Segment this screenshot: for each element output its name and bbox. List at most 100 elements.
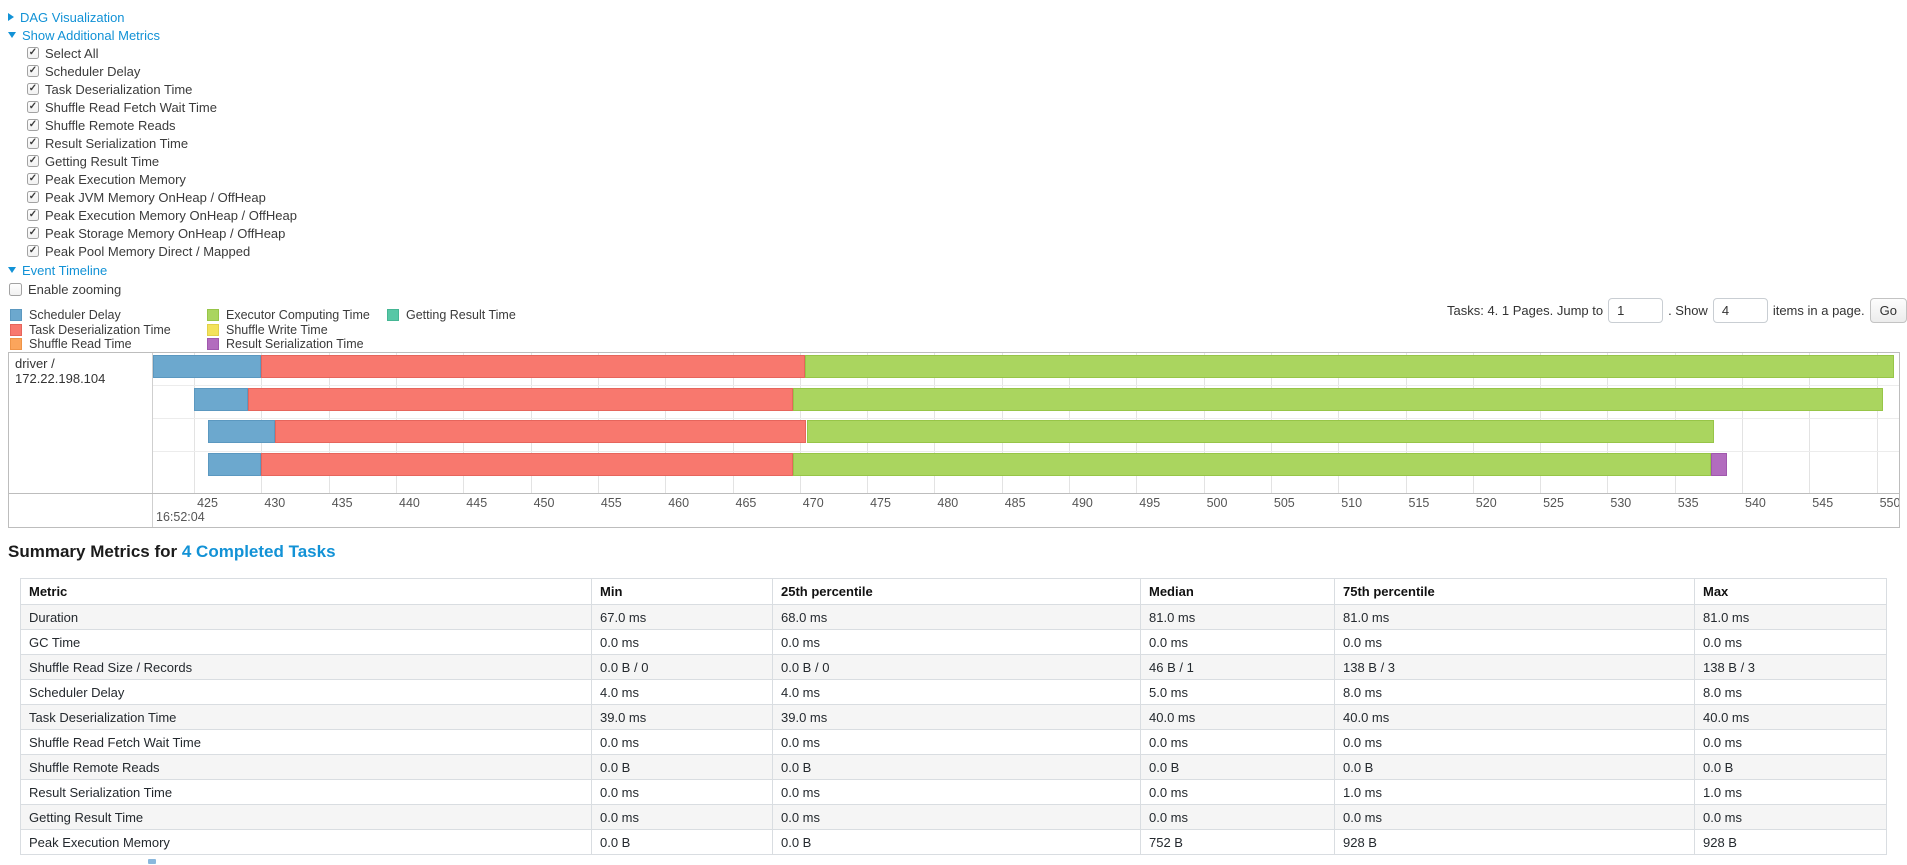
scheduler-delay-swatch-icon xyxy=(10,309,22,322)
metric-value-cell: 0.0 B xyxy=(591,829,773,855)
metric-checkbox[interactable] xyxy=(27,83,39,95)
timeline-tick-label: 475 xyxy=(870,496,891,510)
column-header: Metric xyxy=(20,578,592,605)
metric-checkbox-row: Scheduler Delay xyxy=(27,62,140,80)
column-header: Max xyxy=(1694,578,1887,605)
metric-checkbox-label: Getting Result Time xyxy=(45,153,160,169)
timeline-tick-label: 425 xyxy=(197,496,218,510)
expanded-arrow-icon xyxy=(8,267,16,273)
timeline-row-separator xyxy=(153,418,1899,419)
metric-checkbox[interactable] xyxy=(27,101,39,113)
table-row: Shuffle Remote Reads 0.0 B 0.0 B 0.0 B 0.0 B… xyxy=(20,754,1887,780)
summary-metrics-table: Metric Min 25th percentile Median 75th perce… xyxy=(20,578,1887,855)
metric-checkbox-row: Shuffle Read Fetch Wait Time xyxy=(27,98,217,116)
clipped-element-sliver xyxy=(148,859,156,864)
jump-to-page-input[interactable] xyxy=(1608,298,1664,323)
expanded-arrow-icon xyxy=(8,32,16,38)
metric-checkbox[interactable] xyxy=(27,65,39,77)
enable-zooming-checkbox[interactable] xyxy=(9,282,22,296)
collapsed-arrow-icon xyxy=(8,13,14,21)
legend-item: Task Deserialization Time xyxy=(10,323,171,338)
metric-value-cell: 0.0 ms xyxy=(1140,629,1335,655)
metric-value-cell: 0.0 ms xyxy=(1140,804,1335,830)
metric-value-cell: 4.0 ms xyxy=(772,679,1141,705)
table-row: Shuffle Read Fetch Wait Time 0.0 ms 0.0 ms… xyxy=(20,729,1887,755)
metric-name-cell: Scheduler Delay xyxy=(20,679,592,705)
table-row: Task Deserialization Time 39.0 ms 39.0 ms 4… xyxy=(20,704,1887,730)
metric-checkbox[interactable] xyxy=(27,191,39,203)
metric-checkbox[interactable] xyxy=(27,173,39,185)
metric-name-cell: Shuffle Read Size / Records xyxy=(20,654,592,680)
metric-checkbox-row: Getting Result Time xyxy=(27,152,159,170)
legend-label: Result Serialization Time xyxy=(226,337,364,352)
metric-value-cell: 40.0 ms xyxy=(1334,704,1695,730)
timeline-gridline xyxy=(1809,353,1811,493)
metric-value-cell: 0.0 ms xyxy=(1334,804,1695,830)
show-additional-metrics-toggle[interactable]: Show Additional Metrics xyxy=(8,26,160,44)
pagination-mid-text: . Show xyxy=(1668,303,1708,318)
task-deserialization-swatch-icon xyxy=(10,323,22,336)
legend-column: Getting Result Time xyxy=(387,308,516,323)
timeline-major-time-label: 16:52:04 xyxy=(156,510,205,524)
legend-item: Getting Result Time xyxy=(387,308,516,323)
metric-value-cell: 0.0 B xyxy=(772,829,1141,855)
task-bar-segment-executor-computing xyxy=(793,387,1884,411)
metric-checkbox-row: Peak JVM Memory OnHeap / OffHeap xyxy=(27,188,266,206)
task-bar-segment-executor-computing xyxy=(806,420,1714,444)
task-bar-segment-scheduler-delay xyxy=(194,387,248,411)
metric-name-cell: Peak Execution Memory xyxy=(20,829,592,855)
metric-checkbox[interactable] xyxy=(27,47,39,59)
getting-result-swatch-icon xyxy=(387,309,399,322)
metric-value-cell: 0.0 ms xyxy=(772,779,1141,805)
timeline-tick-label: 490 xyxy=(1072,496,1093,510)
timeline-row-separator xyxy=(153,451,1899,452)
timeline-plot-area[interactable]: 425 430 435 440 445 450 455 460 465 470 475 480 485 4… xyxy=(153,353,1899,527)
metric-value-cell: 40.0 ms xyxy=(1140,704,1335,730)
shuffle-read-swatch-icon xyxy=(10,338,22,351)
metric-value-cell: 0.0 ms xyxy=(1694,729,1887,755)
timeline-tick-label: 510 xyxy=(1341,496,1363,510)
timeline-tick-label: 515 xyxy=(1408,496,1430,510)
legend-label: Scheduler Delay xyxy=(29,308,121,323)
summary-title-prefix: Summary Metrics for xyxy=(8,542,178,561)
executor-group-label: driver / 172.22.198.104 xyxy=(9,353,153,527)
metric-checkbox-row: Peak Pool Memory Direct / Mapped xyxy=(27,242,250,260)
metric-checkbox[interactable] xyxy=(27,137,39,149)
dag-visualization-toggle[interactable]: DAG Visualization xyxy=(8,8,125,26)
task-bar-segment-scheduler-delay xyxy=(207,452,262,476)
metric-name-cell: Result Serialization Time xyxy=(20,779,592,805)
legend-label: Shuffle Read Time xyxy=(29,337,132,352)
executor-computing-swatch-icon xyxy=(207,309,219,322)
enable-zooming-label: Enable zooming xyxy=(28,281,122,297)
show-additional-metrics-label: Show Additional Metrics xyxy=(22,27,161,43)
metric-value-cell: 5.0 ms xyxy=(1140,679,1335,705)
go-button[interactable]: Go xyxy=(1869,298,1907,323)
timeline-axis-line xyxy=(9,493,1899,494)
event-timeline-toggle[interactable]: Event Timeline xyxy=(8,261,107,279)
metric-checkbox-label: Task Deserialization Time xyxy=(45,81,193,97)
metric-checkbox[interactable] xyxy=(27,119,39,131)
items-per-page-input[interactable] xyxy=(1712,298,1768,323)
completed-tasks-link[interactable]: 4 Completed Tasks xyxy=(181,542,336,561)
timeline-tick-label: 540 xyxy=(1745,496,1766,510)
metric-checkbox-row: Select All xyxy=(27,44,98,62)
table-row: GC Time 0.0 ms 0.0 ms 0.0 ms 0.0 ms 0.0 ms xyxy=(20,629,1887,655)
pagination-suffix-text: items in a page. xyxy=(1772,303,1865,318)
metric-value-cell: 0.0 ms xyxy=(1334,629,1695,655)
task-bar-segment-task-deserialization xyxy=(261,452,794,476)
metric-checkbox[interactable] xyxy=(27,245,39,257)
column-header: Min xyxy=(591,578,773,605)
timeline-tick-label: 440 xyxy=(399,496,420,510)
metric-checkbox[interactable] xyxy=(27,155,39,167)
table-row: Shuffle Read Size / Records 0.0 B / 0 0.0 … xyxy=(20,654,1887,680)
timeline-tick-label: 545 xyxy=(1812,496,1834,510)
metric-name-cell: Task Deserialization Time xyxy=(20,704,592,730)
metric-checkbox[interactable] xyxy=(27,227,39,239)
metric-value-cell: 1.0 ms xyxy=(1334,779,1695,805)
metric-checkbox-label: Shuffle Read Fetch Wait Time xyxy=(45,99,217,115)
metric-checkbox-label: Shuffle Remote Reads xyxy=(45,117,176,133)
task-bar-segment-task-deserialization xyxy=(261,355,806,378)
metric-name-cell: Shuffle Read Fetch Wait Time xyxy=(20,729,592,755)
metric-checkbox[interactable] xyxy=(27,209,39,221)
metric-value-cell: 0.0 ms xyxy=(772,629,1141,655)
